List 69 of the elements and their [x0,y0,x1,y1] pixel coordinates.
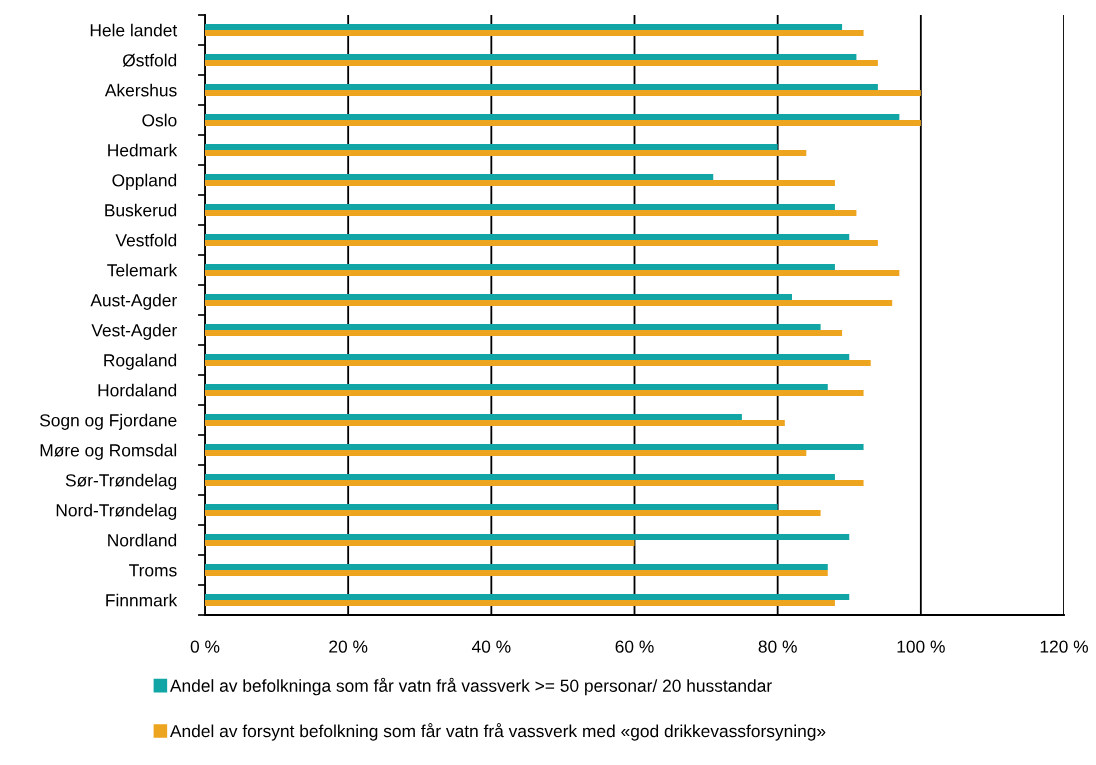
x-tick-label: 60 % [615,640,654,653]
y-tick-label: Hedmark [108,143,178,157]
y-tick-label: Rogaland [104,353,177,370]
bar [205,294,792,300]
y-tick-label: Troms [129,564,177,577]
y-tick-label: Telemark [107,263,178,277]
x-tick-label: 20 % [329,640,368,653]
x-tick-label: 0 % [190,640,220,653]
x-tick-label: 80 % [758,640,797,653]
bar [205,234,850,240]
bar [205,504,778,510]
bar [205,564,828,570]
bar [205,594,850,600]
y-tick-label: Vestfold [115,233,177,247]
bar [205,540,635,546]
legend-label: Andel av forsynt befolkning som får vatn frå vassverk med «god drikkevassforsyning» [169,723,826,741]
bar [205,270,900,276]
bar [205,60,878,66]
x-tick-label: 100 % [897,640,945,653]
y-tick-label: Hordaland [98,383,177,397]
y-tick-label: Akershus [104,83,177,97]
bar [205,360,871,366]
bar [205,354,850,360]
y-tick-label: Østfold [122,53,177,67]
bar [205,444,864,450]
x-tick-label: 120 % [1040,640,1088,653]
bar [205,570,828,576]
y-tick-label: Vest-Agder [91,323,177,340]
bar [205,24,843,30]
bar [205,84,878,90]
bar [205,240,878,246]
bar [205,120,921,126]
y-tick-label: Oppland [112,173,177,190]
legend-label: Andel av befolkninga som får vatn frå vassverk >= 50 personar/ 20 husstandar [169,677,772,696]
bar [205,324,821,330]
bar [205,384,828,390]
y-tick-label: Finnmark [106,593,178,607]
y-tick-label: Nord-Trøndelag [56,503,177,520]
bar [205,30,864,36]
bar [205,174,714,180]
y-tick-label: Sogn og Fjordane [40,413,177,430]
bar [205,180,835,186]
bar [205,204,835,210]
y-tick-label: Aust-Agder [90,293,177,310]
bar [205,474,835,480]
bar [205,534,850,540]
y-tick-label: Oslo [142,113,177,127]
y-tick-label: Møre og Romsdal [40,443,177,460]
y-tick-label: Nordland [108,533,177,547]
bar [205,144,778,150]
y-tick-label: Sør-Trøndelag [65,473,177,490]
bar [205,330,843,336]
x-tick-label: 40 % [471,640,511,653]
bar [205,390,864,396]
bar [205,210,857,216]
bar [205,90,921,96]
bar [205,600,835,606]
y-tick-label: Hele landet [90,23,178,37]
bar [205,300,893,306]
bar [205,450,807,456]
bar [205,420,785,426]
bar [205,264,835,270]
bar [205,114,900,120]
bar [205,150,807,156]
bar [205,414,742,420]
bar [205,480,864,486]
y-tick-label: Buskerud [105,203,177,217]
bar [205,510,821,516]
bar [205,54,857,60]
